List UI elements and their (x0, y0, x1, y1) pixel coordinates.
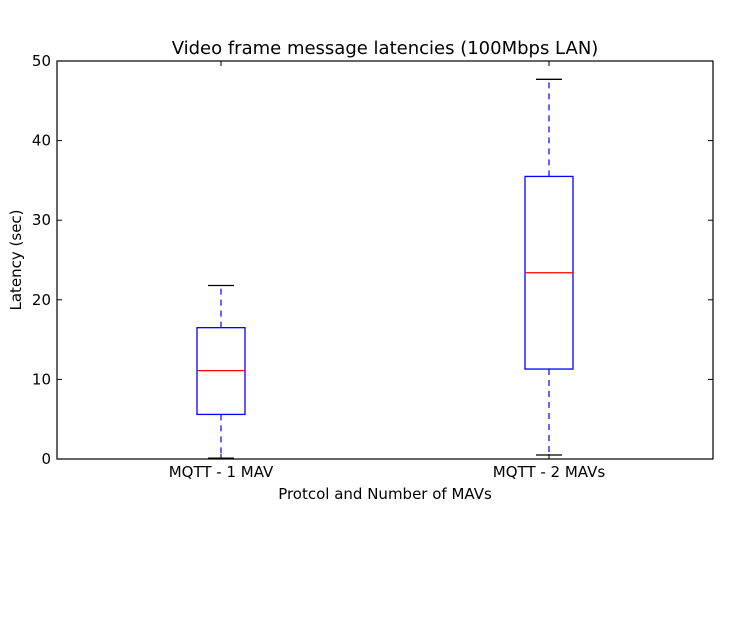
x-tick-label: MQTT - 1 MAV (169, 463, 274, 481)
plot-frame (56, 60, 714, 460)
y-tick-label: 10 (32, 370, 51, 388)
y-tick-label: 30 (32, 211, 51, 229)
x-axis-label: Protcol and Number of MAVs (278, 485, 492, 503)
plot-area: 0 10 20 30 40 50 MQTT - 1 MAV MQTT - 2 MAVs (32, 52, 713, 481)
y-tick-label: 20 (32, 291, 51, 309)
y-tick-label: 40 (32, 132, 51, 150)
y-tick-label: 0 (41, 450, 51, 468)
y-tick-label: 50 (32, 52, 51, 70)
x-tick-label: MQTT - 2 MAVs (493, 463, 606, 481)
y-axis-label: Latency (sec) (7, 209, 25, 310)
chart-title: Video frame message latencies (100Mbps L… (172, 38, 599, 59)
